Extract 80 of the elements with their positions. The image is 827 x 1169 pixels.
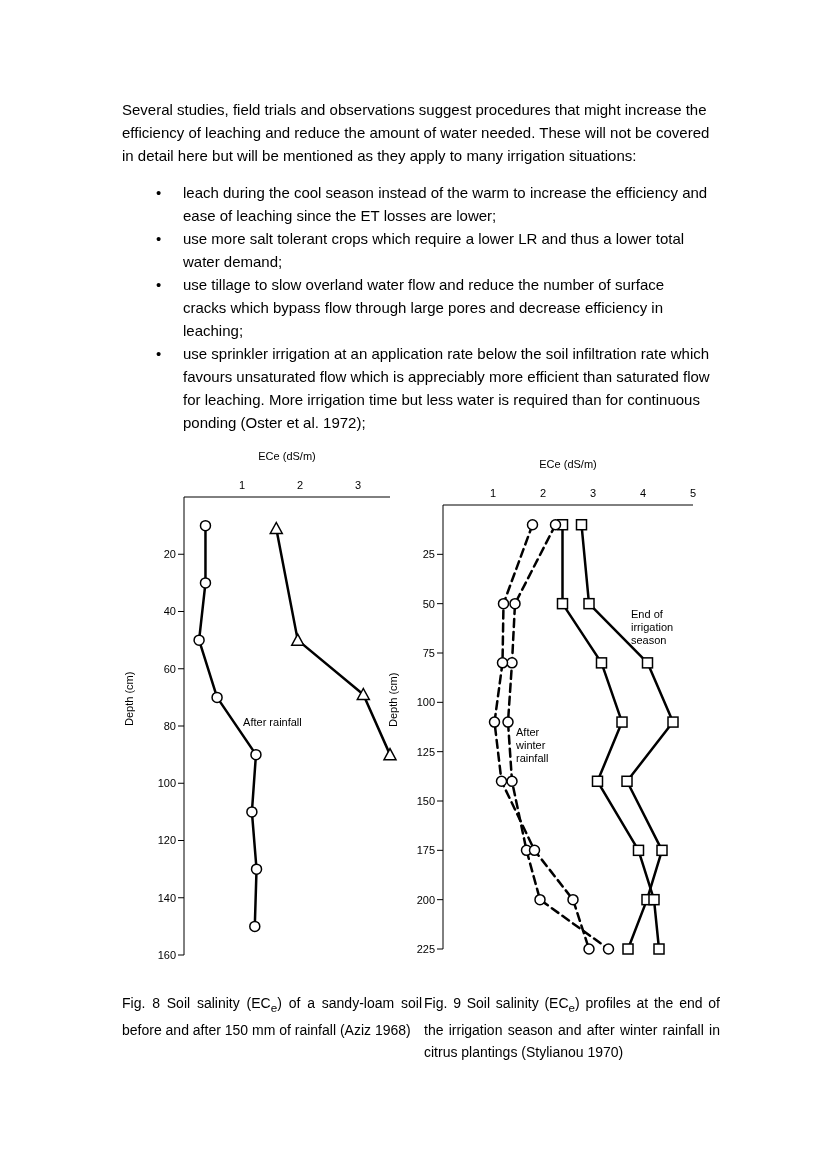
point <box>648 893 660 906</box>
series-label: After rainfall <box>243 716 302 729</box>
point <box>602 943 615 955</box>
y-tick-label: 125 <box>416 745 435 758</box>
y-tick-label: 80 <box>163 719 176 732</box>
text: Several studies, field trials and observations suggest procedures that might increase the efficiency of leaching and reduce the amount of water needed. These will not be covered in detail here but will be mentioned as they apply to many irrigation situations: <box>122 100 710 166</box>
point <box>653 943 665 955</box>
x-tick-label: 2 <box>296 479 304 491</box>
point <box>632 844 645 857</box>
point <box>534 893 546 906</box>
y-axis-title: Depth (cm) <box>122 671 135 726</box>
caption: Fig. 9 Soil salinity (EC$_{e}$) profiles at the end of the irrigation season and after winter rainfall in citrus plantings (Stylianou 1970) <box>424 994 720 1062</box>
point <box>583 597 595 610</box>
point <box>549 518 562 531</box>
text: • leach during the cool season instead of the warm to increase the efficiency and ease of leaching since the ET losses are lower; <box>156 184 708 224</box>
point <box>567 893 579 906</box>
point <box>269 521 284 535</box>
y-tick-label: 100 <box>157 777 176 790</box>
point <box>356 687 371 701</box>
y-tick-label: 40 <box>163 605 176 618</box>
point <box>502 716 514 728</box>
y-tick-label: 75 <box>422 646 435 659</box>
point <box>496 657 509 669</box>
point <box>249 920 261 933</box>
point <box>199 519 212 532</box>
point <box>193 634 205 646</box>
point <box>667 716 679 728</box>
point <box>622 943 634 955</box>
y-tick-label: 175 <box>416 844 435 857</box>
point <box>641 657 654 669</box>
x-tick-label: 5 <box>689 487 697 499</box>
point <box>591 775 604 788</box>
point <box>556 597 569 610</box>
caption: Fig. 8 Soil salinity (EC$_{e}$) of a sandy-loam soil before and after 150 mm of rainfall (Aziz 1968) <box>122 994 422 1040</box>
point <box>383 747 397 761</box>
series-label: After winter rainfall <box>515 726 549 765</box>
text: • use more salt tolerant crops which require a lower LR and thus a lower total water demand; <box>156 230 685 270</box>
x-tick-label: 3 <box>355 479 362 491</box>
point <box>595 657 608 669</box>
y-tick-label: 50 <box>422 597 435 610</box>
text: • use tillage to slow overland water flow and reduce the number of surface cracks which bypass flow through large pores and decrease efficiency in leaching; <box>156 276 665 339</box>
point <box>250 748 262 761</box>
point <box>526 518 539 531</box>
point <box>199 577 212 589</box>
x-tick-label: 3 <box>589 487 597 499</box>
series-label: End of irrigation season <box>631 607 674 646</box>
y-tick-label: 25 <box>422 548 435 561</box>
point <box>583 943 595 955</box>
x-tick-label: 4 <box>639 487 647 499</box>
point <box>575 518 588 531</box>
y-axis-title: Depth (cm) <box>386 672 399 727</box>
point <box>656 844 668 857</box>
y-tick-label: 20 <box>163 548 176 561</box>
point <box>506 657 518 669</box>
point <box>621 775 633 788</box>
x-tick-label: 1 <box>238 479 246 491</box>
point <box>495 775 508 788</box>
point <box>497 597 510 610</box>
point <box>506 775 518 788</box>
point <box>528 844 541 857</box>
x-tick-label: 2 <box>539 487 547 499</box>
point <box>616 716 628 728</box>
x-axis-title: ECe (dS/m) <box>539 457 597 470</box>
text: • use sprinkler irrigation at an application rate below the soil infiltration rate which favours unsaturated flow which is appreciably more efficient than saturated flow for leaching. More irrigation time but less water is required than for continuous ponding (Oster et al. 1972); <box>156 345 710 431</box>
point <box>488 716 501 728</box>
point <box>250 863 263 875</box>
x-axis-title: ECe (dS/m) <box>258 449 316 462</box>
y-tick-label: 160 <box>157 948 176 961</box>
y-tick-label: 140 <box>157 891 176 904</box>
point <box>246 806 258 818</box>
y-tick-label: 150 <box>416 794 435 807</box>
y-tick-label: 120 <box>157 834 176 847</box>
point <box>509 597 521 610</box>
y-tick-label: 100 <box>416 696 435 709</box>
y-tick-label: 200 <box>416 893 435 906</box>
point <box>211 691 223 704</box>
x-tick-label: 1 <box>489 487 497 499</box>
y-tick-label: 60 <box>163 662 176 675</box>
point <box>290 633 305 646</box>
y-tick-label: 225 <box>416 942 435 955</box>
